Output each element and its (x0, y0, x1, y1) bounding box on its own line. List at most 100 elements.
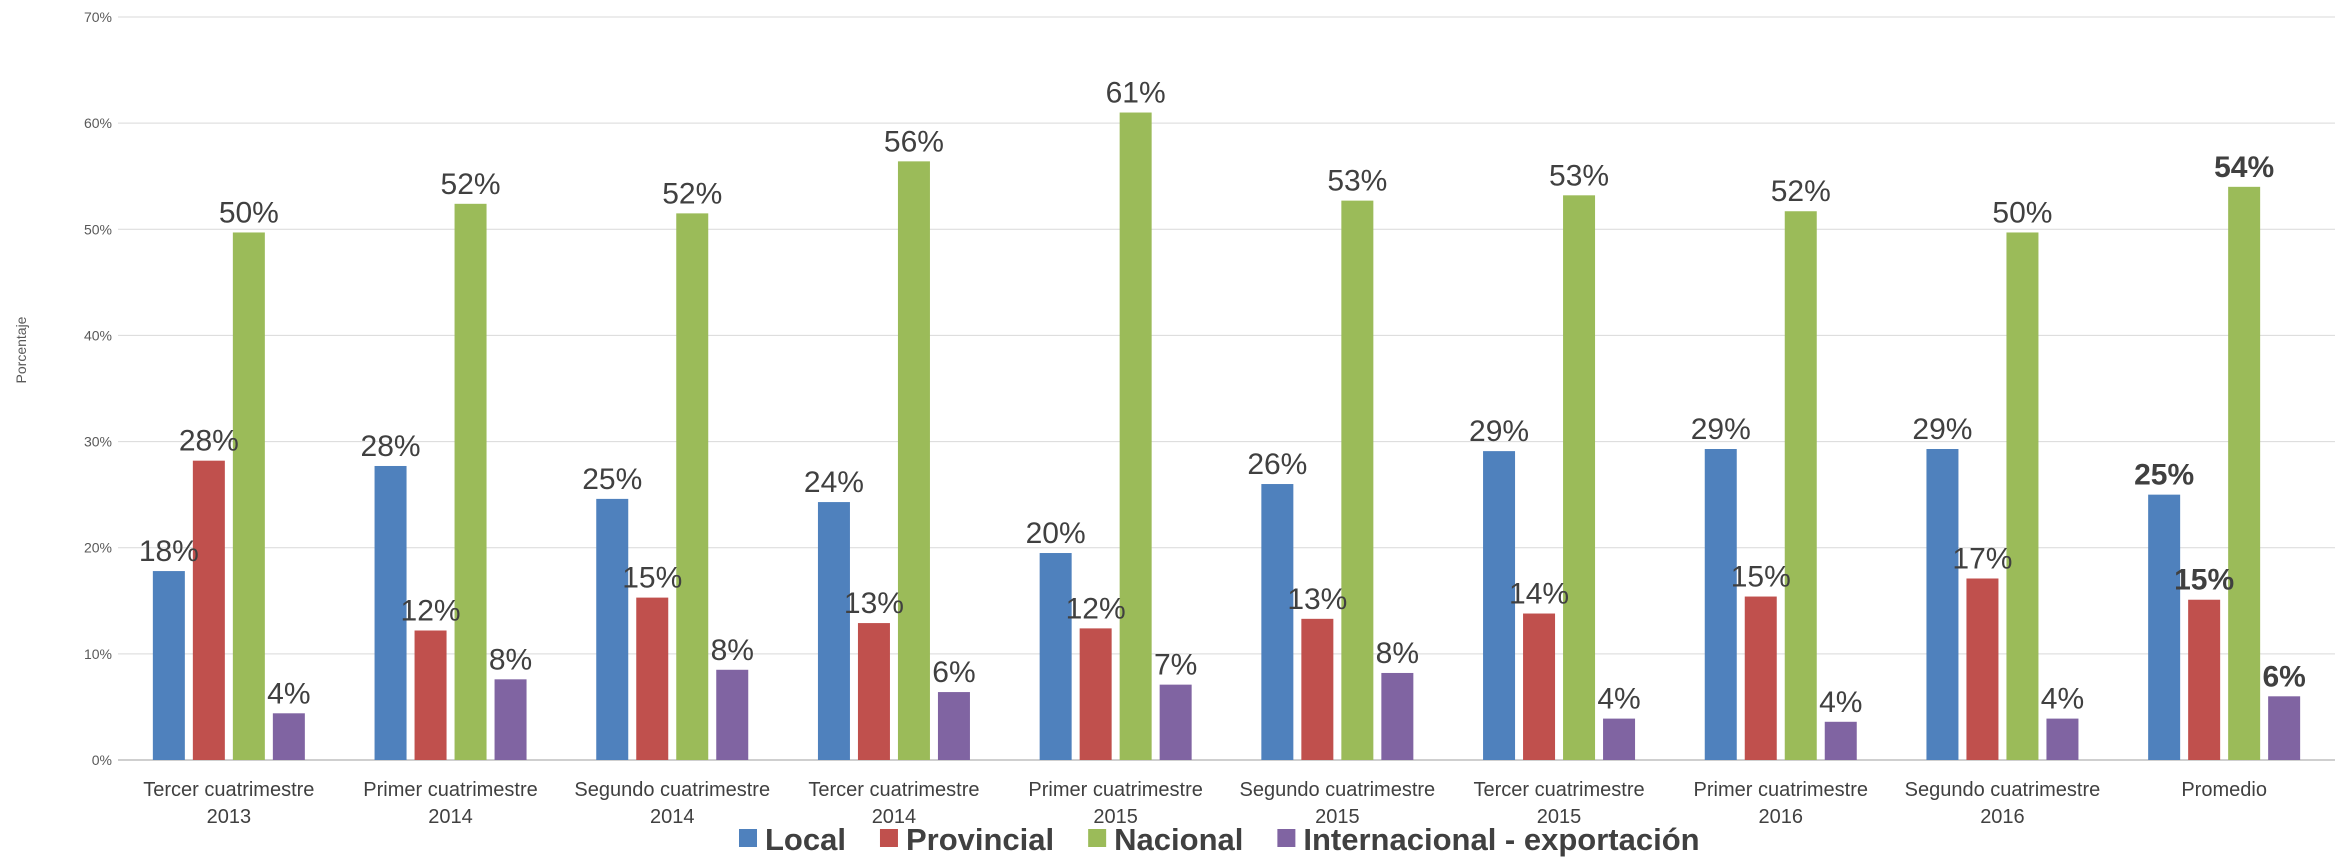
data-label: 13% (844, 587, 904, 620)
data-label: 14% (1509, 578, 1569, 611)
category-label: Primer cuatrimestre 2016 (1694, 779, 1868, 828)
data-label: 29% (1469, 415, 1529, 448)
legend-label: Local (765, 822, 846, 857)
legend-label: Internacional - exportación (1303, 822, 1699, 857)
y-axis-title: Porcentaje (13, 316, 29, 383)
data-label: 52% (1771, 175, 1831, 208)
data-label: 29% (1691, 413, 1751, 446)
data-label: 7% (1154, 649, 1197, 682)
data-label: 15% (622, 562, 682, 595)
data-label: 13% (1287, 583, 1347, 616)
bar (676, 213, 709, 761)
data-label: 4% (267, 677, 310, 710)
bar (596, 498, 629, 760)
bar (374, 465, 407, 760)
bar (1824, 721, 1857, 760)
data-label: 52% (662, 177, 722, 210)
bar (1261, 484, 1294, 760)
data-label: 12% (1066, 592, 1126, 625)
data-label: 53% (1549, 159, 1609, 192)
x-axis-categories: Tercer cuatrimestre 2013 Primer cuatrimest… (143, 779, 2267, 828)
bar (636, 597, 669, 760)
category-label: Tercer cuatrimestre 2013 (143, 779, 314, 828)
bar (414, 630, 447, 760)
data-label: 28% (361, 430, 421, 463)
bar (2006, 232, 2039, 761)
data-label: 8% (489, 643, 532, 676)
y-tick-label: 30% (84, 434, 112, 450)
bar (2268, 696, 2301, 760)
bar (454, 203, 487, 761)
bar (1744, 596, 1777, 760)
bar (2046, 718, 2079, 760)
data-label: 4% (1597, 683, 1640, 716)
bar (1119, 112, 1152, 761)
bar (1381, 672, 1414, 760)
data-label: 61% (1106, 77, 1166, 110)
data-label: 52% (441, 168, 501, 201)
data-label: 6% (932, 656, 975, 689)
category-label: Tercer cuatrimestre 2014 (808, 779, 979, 828)
bar (192, 460, 225, 760)
bars (152, 112, 2301, 761)
bar (1563, 195, 1596, 760)
data-label: 26% (1247, 448, 1307, 481)
legend-swatch (1088, 829, 1107, 847)
bar (494, 679, 527, 760)
data-label: 25% (2134, 459, 2194, 492)
data-label: 4% (2041, 683, 2084, 716)
bar (1301, 618, 1334, 760)
bar (937, 692, 970, 760)
bar (2228, 186, 2261, 761)
data-label: 20% (1026, 517, 1086, 550)
category-label: Segundo cuatrimestre 2015 (1240, 779, 1436, 828)
legend-swatch (879, 829, 898, 847)
bar (1079, 628, 1112, 760)
data-label: 54% (2214, 151, 2274, 184)
bar (857, 623, 890, 760)
bar (152, 571, 185, 760)
data-labels: 18% 28% 25% 24% 20% 26% 29% 29% 29% 25% 28% 12% 15% 1… (139, 77, 2306, 719)
y-tick-label: 50% (84, 221, 112, 237)
bar (272, 713, 305, 760)
legend-swatch (1277, 829, 1296, 847)
category-label: Segundo cuatrimestre 2016 (1905, 779, 2101, 828)
category-label: Promedio (2181, 779, 2267, 801)
bar (1039, 553, 1072, 760)
bar (716, 669, 749, 760)
gridlines (118, 16, 2335, 761)
data-label: 29% (1912, 413, 1972, 446)
bar (2188, 599, 2221, 760)
bar (1341, 200, 1374, 760)
data-label: 50% (219, 196, 279, 229)
bar (1523, 613, 1556, 760)
data-label: 53% (1327, 165, 1387, 198)
data-label: 50% (1992, 196, 2052, 229)
y-tick-label: 60% (84, 115, 112, 131)
data-label: 15% (1731, 561, 1791, 594)
legend-swatch (739, 829, 757, 847)
bar (2148, 494, 2181, 760)
y-axis-ticks: 0% 10% 20% 30% 40% 50% 60% 70% (84, 9, 112, 768)
data-label: 8% (711, 634, 754, 667)
data-label: 18% (139, 535, 199, 568)
category-label: Tercer cuatrimestre 2015 (1473, 779, 1644, 828)
legend-label: Provincial (906, 822, 1054, 857)
y-tick-label: 20% (84, 540, 112, 556)
bar (1603, 718, 1636, 760)
y-tick-label: 10% (84, 646, 112, 662)
bar (1966, 578, 1999, 760)
bar (1483, 451, 1516, 760)
data-label: 28% (179, 425, 239, 458)
data-label: 15% (2174, 564, 2234, 597)
bar (232, 232, 265, 761)
data-label: 25% (582, 463, 642, 496)
data-label: 12% (401, 595, 461, 628)
bar (817, 502, 850, 760)
category-label: Primer cuatrimestre 2014 (363, 779, 537, 828)
category-label: Primer cuatrimestre 2015 (1028, 779, 1202, 828)
bar (1159, 684, 1192, 760)
bar (1704, 449, 1737, 760)
bar (1926, 449, 1959, 760)
